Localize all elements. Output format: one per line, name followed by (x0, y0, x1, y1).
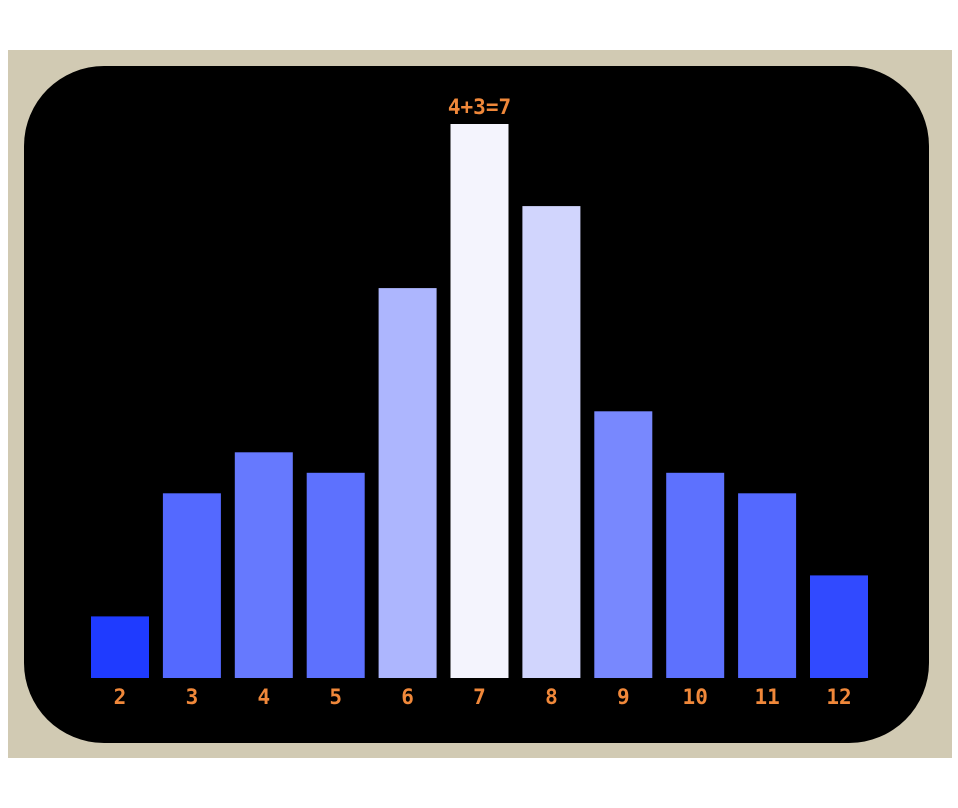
x-tick-label-7: 7 (473, 685, 486, 709)
x-tick-label-5: 5 (329, 685, 342, 709)
bars-group (91, 124, 868, 678)
x-tick-label-10: 10 (683, 685, 708, 709)
x-tick-label-8: 8 (545, 685, 558, 709)
bar-11 (738, 493, 797, 678)
x-tick-label-6: 6 (401, 685, 414, 709)
x-tick-label-12: 12 (826, 685, 851, 709)
bar-4 (234, 452, 293, 678)
x-tick-label-11: 11 (754, 685, 779, 709)
bar-12 (810, 575, 868, 678)
bar-10 (666, 472, 725, 678)
highlight-annotation: 4+3=7 (448, 95, 511, 119)
bar-6 (378, 288, 437, 678)
x-tick-label-2: 2 (114, 685, 127, 709)
bar-8 (522, 206, 581, 678)
x-tick-label-4: 4 (257, 685, 270, 709)
x-tick-labels-group: 2 3 4 5 6 7 8 9 10 11 12 (114, 685, 852, 709)
bar-2 (91, 616, 149, 678)
bar-9 (594, 411, 653, 678)
bar-7 (450, 124, 509, 678)
bar-5 (306, 472, 365, 678)
x-tick-label-3: 3 (186, 685, 199, 709)
x-tick-label-9: 9 (617, 685, 630, 709)
bar-3 (162, 493, 221, 678)
